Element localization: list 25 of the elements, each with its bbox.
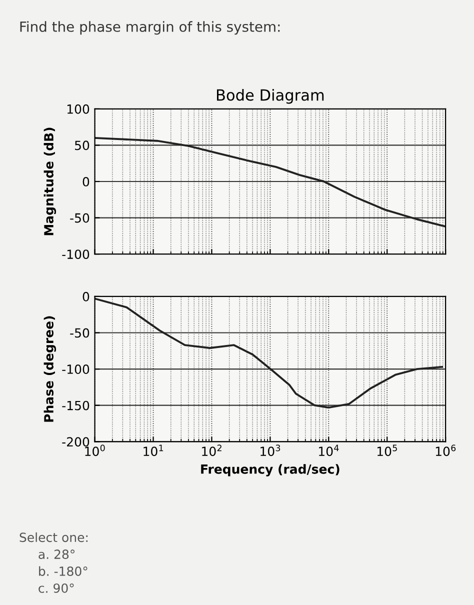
y-tick-label: 0 [82, 176, 90, 186]
x-tick-label: 10$^{4}$ [319, 444, 339, 456]
y-tick-label: -50 [70, 213, 90, 223]
y-tick-label: -50 [70, 328, 90, 338]
y-tick-label: 0 [82, 292, 90, 302]
text: a. 28° [38, 550, 74, 560]
text: c. 90° [38, 583, 74, 593]
x-tick-label: 10$^{3}$ [260, 444, 280, 456]
y-axis-title: Magnitude (dB) [44, 128, 56, 236]
x-tick-label: 10$^{6}$ [436, 444, 456, 456]
y-axis-title: Phase (degree) [44, 316, 56, 422]
y-tick-label: -200 [62, 437, 90, 447]
y-tick-label: -100 [62, 364, 90, 374]
x-tick-label: 10$^{1}$ [144, 444, 164, 456]
y-tick-label: 50 [74, 140, 90, 150]
y-tick-label: -100 [62, 250, 90, 260]
text: Select one: [20, 532, 88, 542]
text: b. -180° [39, 566, 88, 576]
x-tick-label: 10$^{5}$ [377, 444, 397, 456]
x-tick-label: 10$^{2}$ [202, 444, 222, 456]
text: Find the phase margin of this system: [20, 21, 280, 35]
y-tick-label: 100 [67, 104, 90, 114]
y-tick-label: -150 [62, 400, 90, 410]
x-axis-title: Frequency (rad/sec) [201, 464, 340, 476]
chart-title: Bode Diagram [216, 88, 324, 104]
